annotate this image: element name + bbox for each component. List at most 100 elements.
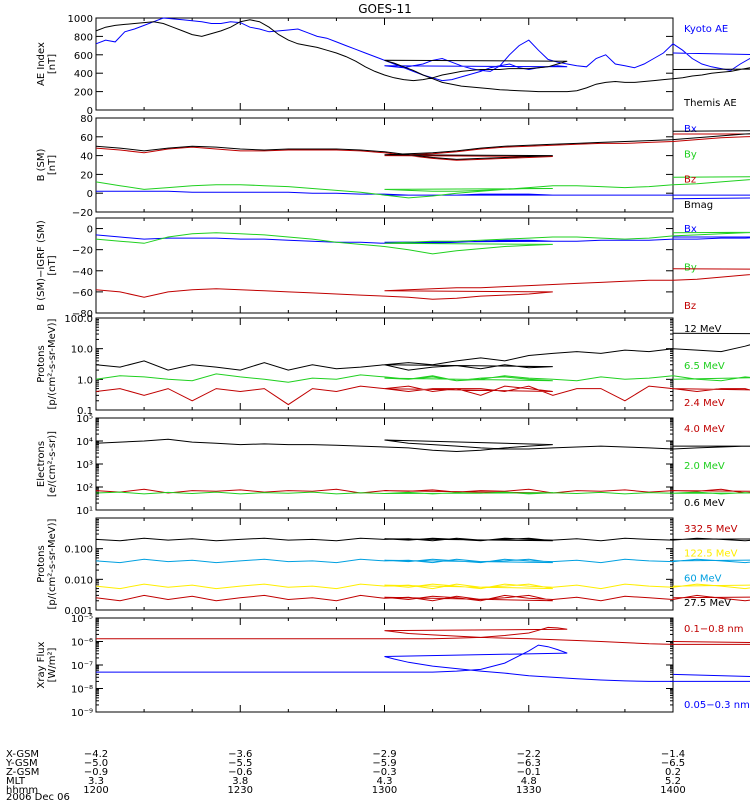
- y-tick-label: 10⁻⁸: [71, 685, 93, 696]
- ephem-value: 0.2: [665, 767, 681, 778]
- y-axis-label: [e/(cm²-s-sr)]: [47, 431, 58, 497]
- panel-b: −20 0 20 40 60 80 B (SM) [nT] Bx By Bz Bmag: [36, 114, 750, 219]
- y-axis-label: B (SM)−IGRF (SM): [36, 220, 47, 311]
- legend-entry: 332.5 MeV: [684, 524, 738, 535]
- legend-entry: Bz: [684, 301, 696, 312]
- y-tick-label: 10¹: [76, 506, 93, 517]
- y-tick-label: 10.0: [71, 345, 93, 356]
- ephem-value: 3.8: [232, 776, 248, 787]
- y-axis-label: [nT]: [47, 54, 58, 74]
- ephem-label: Y-GSM: [5, 758, 38, 769]
- y-axis-label: B (SM): [36, 148, 47, 181]
- ephem-value: −1.4: [661, 749, 685, 760]
- y-tick-label: 0.100: [64, 545, 93, 556]
- legend-entry: 12 MeV: [684, 324, 722, 335]
- series-line-electrons-2: [95, 438, 750, 453]
- legend-entry: 2.4 MeV: [684, 398, 725, 409]
- ephem-value: 1200: [83, 785, 108, 796]
- legend-entry: Themis AE: [683, 98, 737, 109]
- ephem-value: 5.2: [665, 776, 681, 787]
- ephem-label: Z-GSM: [6, 767, 39, 778]
- y-tick-label: 10⁵: [76, 414, 93, 425]
- panel-frame: [95, 517, 674, 611]
- ephem-value: 1330: [516, 785, 541, 796]
- ephem-value: 3.3: [88, 776, 104, 787]
- y-tick-label: 800: [74, 32, 93, 43]
- y-tick-label: 10⁻⁵: [71, 614, 93, 625]
- ephem-value: 4.3: [377, 776, 393, 787]
- ephem-value: −4.2: [84, 749, 108, 760]
- panel-electrons: 10¹ 10² 10³ 10⁴ 10⁵ Electrons [e/(cm²-s-sr)] 4.…: [36, 414, 750, 517]
- panel-protons_high: 0.001 0.010 0.100 Protons [p/(cm²-s-sr-MeV)]…: [36, 517, 750, 617]
- panel-bdiff: −80 −60 −40 −20 0 B (SM)−IGRF (SM) [nT] Bx By Bz: [36, 217, 750, 320]
- legend-entry: Bmag: [684, 200, 713, 211]
- y-tick-label: −40: [72, 267, 93, 278]
- series-line-protons_high-1: [95, 583, 750, 590]
- legend-entry: 0.05−0.3 nm: [684, 700, 750, 711]
- series-line-b-1: [95, 176, 750, 199]
- y-tick-label: 200: [74, 88, 93, 99]
- legend-entry: 6.5 MeV: [684, 361, 725, 372]
- legend-entry: 2.0 MeV: [684, 461, 725, 472]
- series-line-xray-0: [96, 626, 750, 645]
- series-line-protons_high-0: [95, 594, 750, 602]
- panel-protons_low: 0.1 1.0 10.0 100.0 Protons [p/(cm²-s-sr-MeV)]…: [36, 314, 750, 417]
- legend-entry: Kyoto AE: [684, 24, 728, 35]
- panel-xray: 10⁻⁹ 10⁻⁸ 10⁻⁷ 10⁻⁶ 10⁻⁵ Xray Flux [W/m²] 0.1−0…: [36, 614, 750, 719]
- y-tick-label: 10⁴: [76, 437, 93, 448]
- y-axis-label: Protons: [36, 345, 47, 382]
- ephem-value: −5.9: [372, 758, 396, 769]
- series-line-ae-1: [95, 19, 750, 93]
- y-tick-label: 10⁻⁶: [71, 638, 93, 649]
- panel-frame: [95, 117, 674, 213]
- y-axis-label: [W/m²]: [47, 647, 58, 682]
- panel-frame: [95, 217, 674, 314]
- y-tick-label: 20: [80, 170, 93, 181]
- y-tick-label: 0: [87, 189, 93, 200]
- ephem-value: 4.8: [521, 776, 537, 787]
- date-label: 2006 Dec 06: [6, 792, 70, 800]
- y-tick-label: 80: [80, 114, 93, 125]
- y-axis-label: Electrons: [36, 441, 47, 487]
- ephem-value: −3.6: [228, 749, 252, 760]
- panel-frame: [95, 417, 674, 511]
- series-line-bdiff-2: [95, 268, 750, 300]
- ephem-value: 1400: [660, 785, 685, 796]
- legend-entry: 4.0 MeV: [684, 424, 725, 435]
- ephem-value: −0.6: [228, 767, 252, 778]
- panel-frame: [95, 617, 674, 713]
- series-line-protons_low-2: [95, 385, 750, 406]
- y-tick-label: −20: [72, 208, 93, 219]
- series-line-b-0: [96, 190, 750, 200]
- series-line-bdiff-1: [95, 231, 750, 255]
- y-tick-label: 1000: [68, 14, 93, 25]
- series-line-protons_high-3: [95, 537, 750, 542]
- series-line-protons_high-2: [95, 558, 750, 564]
- y-tick-label: 100.0: [64, 314, 93, 325]
- y-tick-label: 10⁻⁹: [71, 708, 93, 719]
- ephem-value: −2.9: [372, 749, 396, 760]
- series-line-ae-0: [95, 17, 750, 82]
- ephem-value: −6.5: [661, 758, 685, 769]
- panel-ae: 0 200 400 600 800 1000 AE Index [nT] Kyoto AE The…: [36, 14, 750, 117]
- y-tick-label: 1.0: [77, 375, 93, 386]
- legend-entry: Bx: [684, 124, 697, 135]
- legend-entry: 122.5 MeV: [684, 549, 738, 560]
- y-tick-label: −60: [72, 288, 93, 299]
- series-line-xray-1: [96, 644, 750, 682]
- y-tick-label: 10³: [76, 460, 93, 471]
- ephem-label: hhmm: [6, 785, 38, 796]
- legend-entry: 60 MeV: [684, 573, 722, 584]
- legend-entry: 0.1−0.8 nm: [684, 624, 743, 635]
- ephem-label: X-GSM: [6, 749, 39, 760]
- ephemeris-table: X-GSM −4.2 −3.6 −2.9 −2.2 −1.4 Y-GSM −5.0 −5.5 −5…: [5, 749, 686, 800]
- legend-entry: By: [684, 149, 697, 160]
- ephem-label: MLT: [6, 776, 26, 787]
- ephem-value: −0.3: [372, 767, 396, 778]
- y-tick-label: 10⁻⁷: [71, 661, 93, 672]
- series-line-bdiff-0: [95, 234, 750, 244]
- y-tick-label: 40: [80, 152, 93, 163]
- panel-frame: [95, 17, 674, 111]
- y-tick-label: 0: [87, 106, 93, 117]
